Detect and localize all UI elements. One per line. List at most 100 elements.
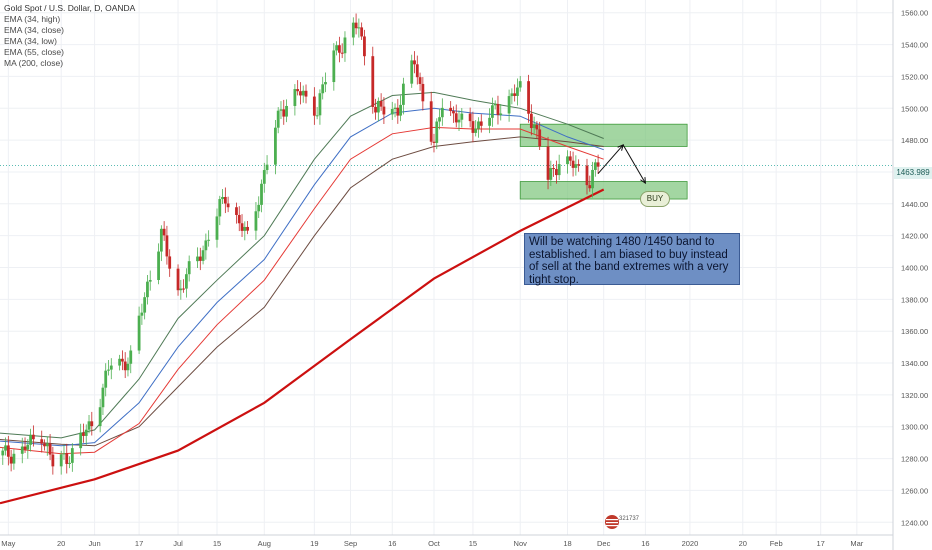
candle-body xyxy=(304,90,308,97)
arrow-head xyxy=(640,177,646,185)
candle-body xyxy=(507,96,511,114)
legend-item-ema55[interactable]: EMA (55, close) xyxy=(4,47,64,57)
candle-body xyxy=(546,146,550,180)
note-box[interactable]: Will be watching 1480 /1450 band to esta… xyxy=(524,233,740,286)
candle-body xyxy=(12,453,16,464)
x-tick-label: 15 xyxy=(469,539,477,548)
flag-logo-icon[interactable]: 321737 xyxy=(604,514,644,530)
candle-body xyxy=(129,350,133,364)
candle-body xyxy=(262,170,266,184)
candle-body xyxy=(157,251,160,281)
candle-body xyxy=(554,169,558,176)
candle-body xyxy=(282,109,286,117)
y-tick-label: 1520.00 xyxy=(901,72,928,81)
candle-body xyxy=(568,156,572,161)
candle-body xyxy=(296,89,300,92)
candle-body xyxy=(468,113,472,122)
candle-body xyxy=(596,162,600,167)
x-tick-label: Feb xyxy=(770,539,783,548)
y-tick-label: 1400.00 xyxy=(901,264,928,273)
candle-body xyxy=(198,256,202,261)
candle-body xyxy=(382,106,386,115)
y-tick-label: 1340.00 xyxy=(901,359,928,368)
candle-body xyxy=(435,121,439,143)
candle-body xyxy=(479,121,483,126)
x-tick-label: Jun xyxy=(89,539,101,548)
candle-body xyxy=(101,387,105,408)
candle-body xyxy=(532,124,536,129)
candle-body xyxy=(1,450,5,456)
legend-title[interactable]: Gold Spot / U.S. Dollar, D, OANDA xyxy=(4,3,136,13)
candle-body xyxy=(68,462,71,464)
candle-body xyxy=(566,156,569,165)
candle-body xyxy=(321,84,325,94)
legend-item-ema34-close[interactable]: EMA (34, close) xyxy=(4,25,64,35)
candle-body xyxy=(299,91,302,96)
candle-body xyxy=(593,162,597,170)
candle-body xyxy=(399,104,402,116)
candle-body xyxy=(246,226,249,231)
candle-body xyxy=(535,124,539,130)
y-tick-label: 1440.00 xyxy=(901,200,928,209)
candle-body xyxy=(274,127,277,165)
candle-body xyxy=(168,256,172,269)
candle-body xyxy=(393,107,397,110)
candle-body xyxy=(148,280,152,282)
last-price-tag: 1463.989 xyxy=(894,167,932,179)
x-tick-label: 19 xyxy=(310,539,318,548)
legend-item-ma200[interactable]: MA (200, close) xyxy=(4,58,64,68)
x-tick-label: 18 xyxy=(563,539,571,548)
candle-body xyxy=(591,169,594,189)
candle-body xyxy=(65,453,69,464)
legend-item-ema34-high[interactable]: EMA (34, high) xyxy=(4,14,61,24)
y-tick-label: 1480.00 xyxy=(901,136,928,145)
candle-body xyxy=(82,432,85,436)
candle-body xyxy=(87,421,91,430)
candle-body xyxy=(201,250,205,261)
x-tick-label: 17 xyxy=(816,539,824,548)
candle-body xyxy=(159,228,163,252)
candle-body xyxy=(260,183,263,205)
candle-body xyxy=(413,60,416,65)
candle-body xyxy=(474,128,478,133)
candle-body xyxy=(162,228,166,236)
ema34-low-line xyxy=(0,126,604,455)
candle-body xyxy=(301,90,305,96)
candle-body xyxy=(187,261,191,275)
x-tick-label: Nov xyxy=(514,539,528,548)
y-tick-label: 1540.00 xyxy=(901,41,928,50)
candle-body xyxy=(488,117,492,126)
candle-body xyxy=(477,121,480,129)
candle-body xyxy=(121,358,124,362)
candle-body xyxy=(315,115,319,117)
arrow-line xyxy=(597,144,624,174)
candle-body xyxy=(143,297,147,313)
x-tick-label: 20 xyxy=(739,539,747,548)
buy-callout[interactable]: BUY xyxy=(640,191,670,207)
candle-body xyxy=(354,22,358,29)
candle-body xyxy=(48,443,52,455)
candle-body xyxy=(549,168,553,180)
legend-item-ema34-low[interactable]: EMA (34, low) xyxy=(4,36,57,46)
candle-body xyxy=(312,96,316,116)
candle-body xyxy=(265,164,269,171)
x-tick-label: Sep xyxy=(344,539,357,548)
candle-body xyxy=(184,274,188,289)
candle-body xyxy=(237,214,241,224)
legend: Gold Spot / U.S. Dollar, D, OANDA EMA (3… xyxy=(4,3,135,69)
candle-body xyxy=(4,445,7,451)
candle-body xyxy=(577,164,581,166)
grid xyxy=(0,0,893,535)
arrows xyxy=(597,144,646,185)
x-tick-label: 17 xyxy=(135,539,143,548)
candle-body xyxy=(454,113,458,123)
candle-body xyxy=(360,27,364,37)
candle-body xyxy=(118,358,122,366)
x-tick-label: 20 xyxy=(57,539,65,548)
candle-body xyxy=(9,456,13,464)
candle-body xyxy=(471,121,475,133)
x-tick-label: Aug xyxy=(258,539,271,548)
